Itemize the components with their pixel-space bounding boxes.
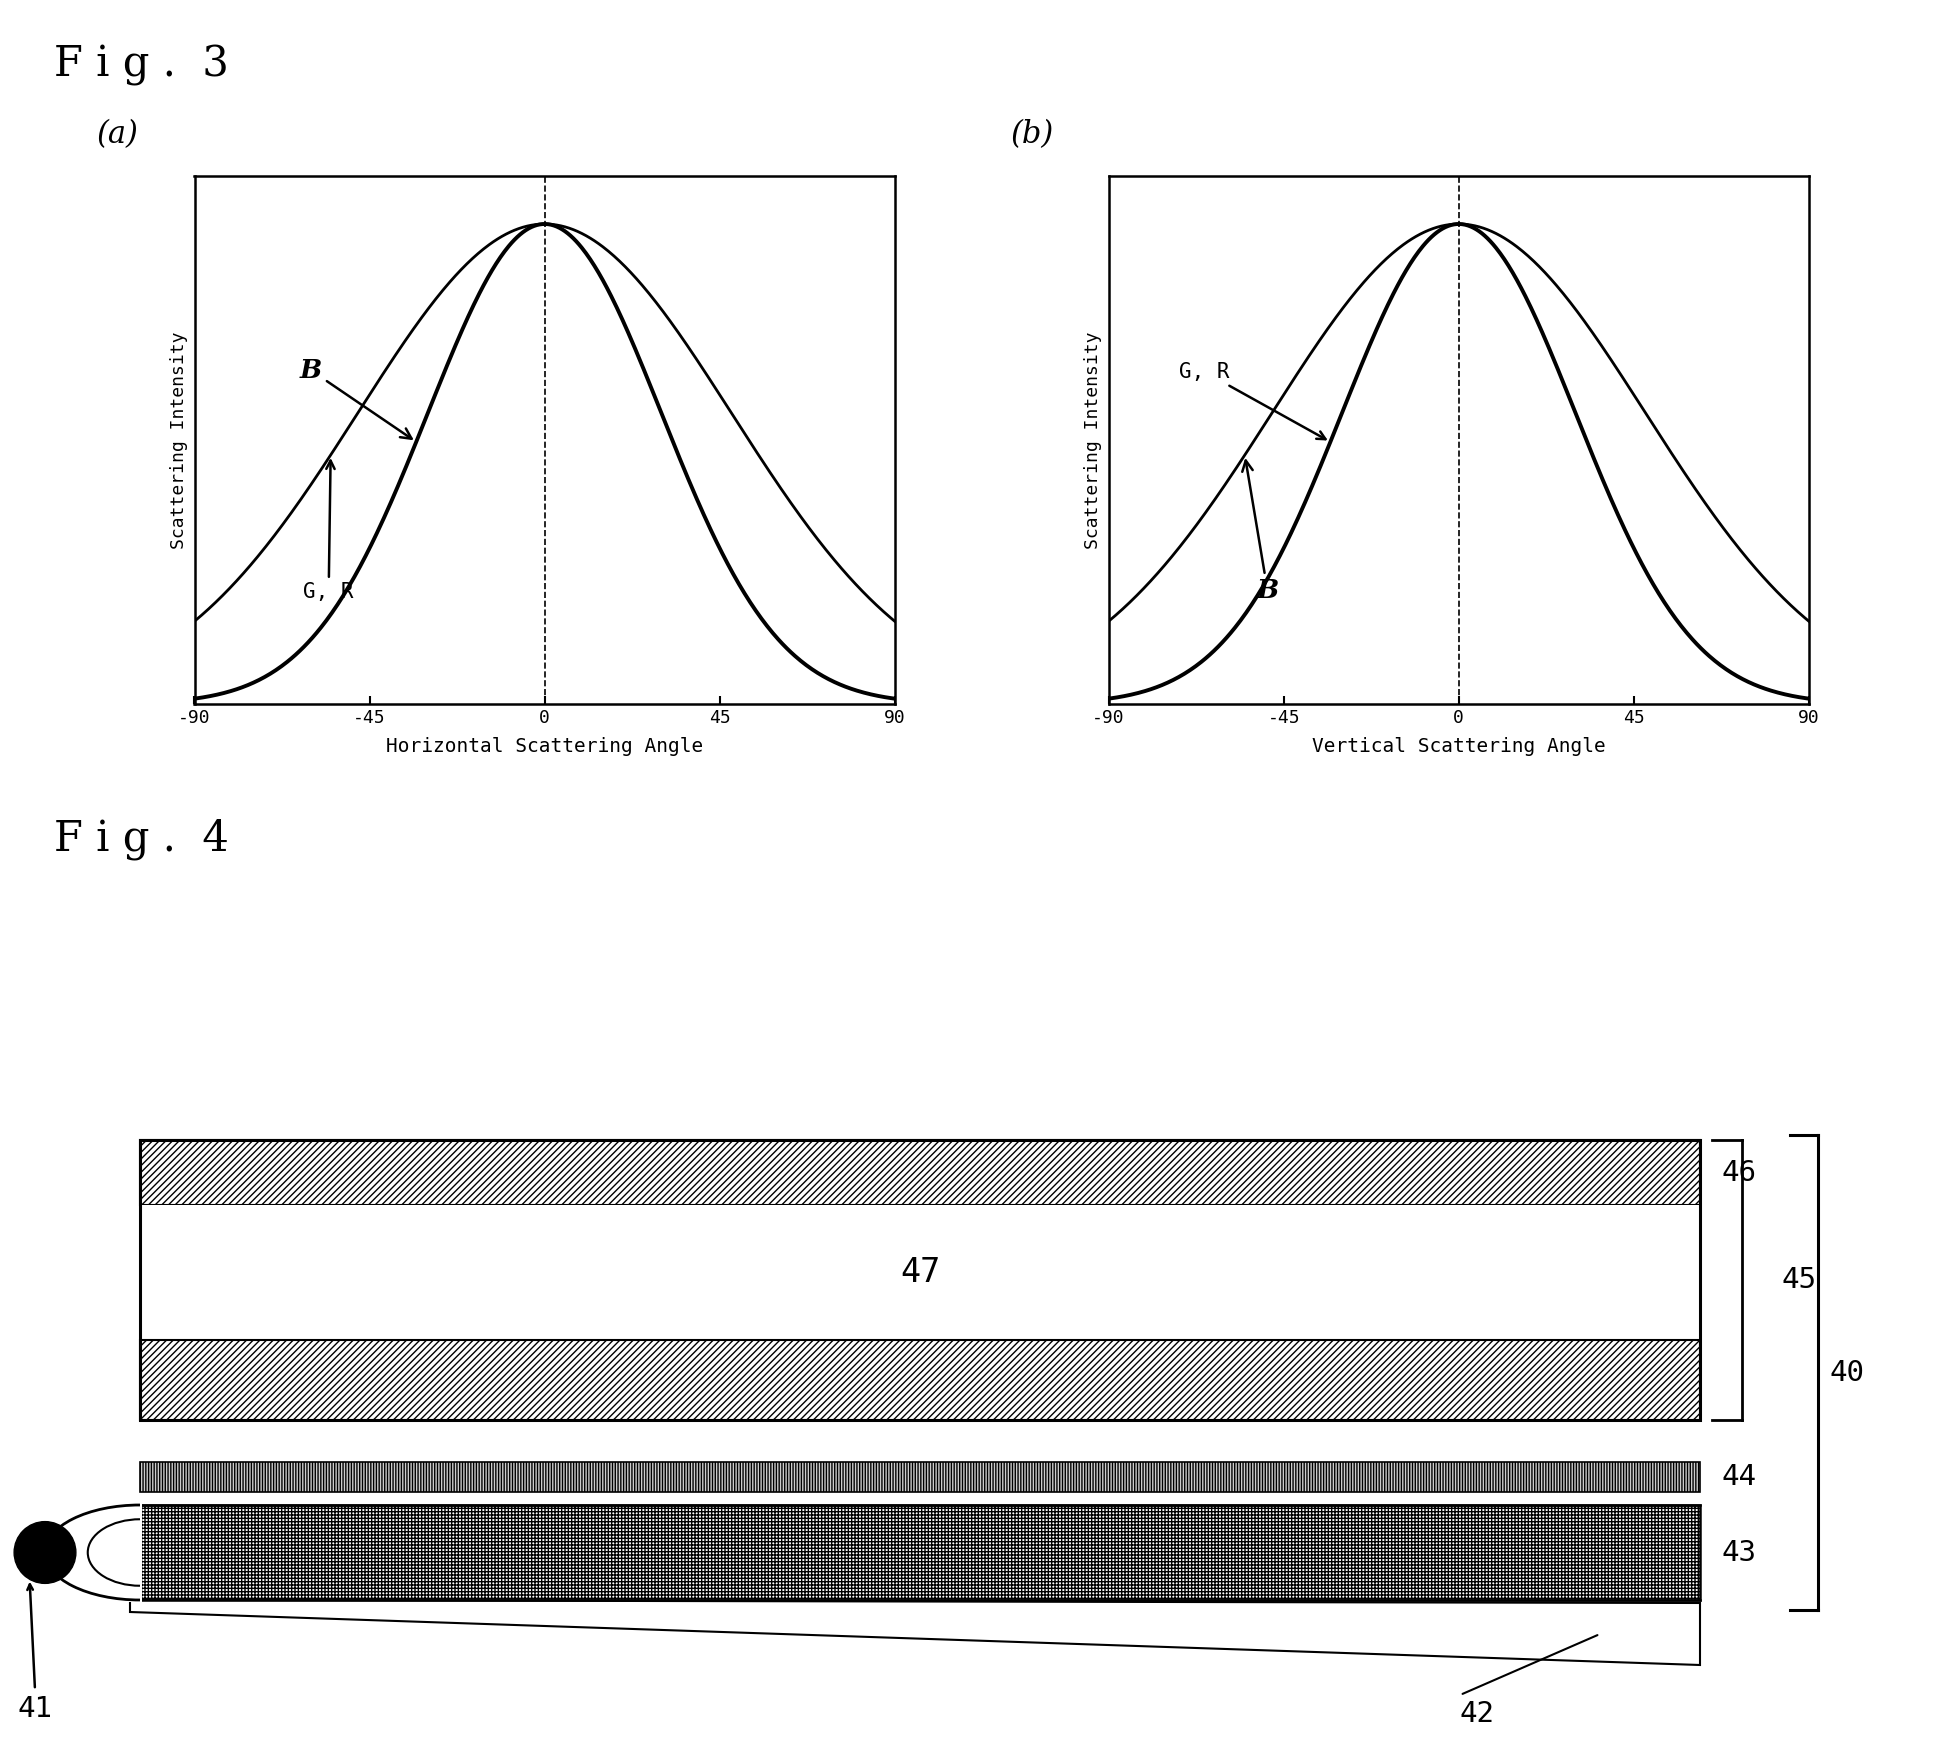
Text: F i g .  4: F i g . 4 [54, 818, 230, 861]
Text: 44: 44 [1721, 1463, 1756, 1491]
Text: 45: 45 [1782, 1265, 1817, 1294]
Text: G, R: G, R [1179, 361, 1325, 440]
X-axis label: Horizontal Scattering Angle: Horizontal Scattering Angle [385, 737, 704, 755]
Bar [140, 1206, 1700, 1339]
Text: 41: 41 [18, 1695, 53, 1723]
Bar [140, 1140, 1700, 1206]
Text: B: B [1243, 461, 1278, 604]
Y-axis label: Scattering Intensity: Scattering Intensity [169, 331, 187, 549]
Text: 42: 42 [1461, 1700, 1496, 1728]
Bar [140, 1505, 1700, 1600]
Text: 40: 40 [1830, 1359, 1865, 1387]
Polygon shape [130, 1600, 1700, 1665]
Text: (a): (a) [97, 118, 138, 150]
Circle shape [14, 1522, 76, 1584]
Text: (b): (b) [1011, 118, 1054, 150]
Bar [140, 1463, 1700, 1492]
Text: 46: 46 [1721, 1158, 1756, 1186]
Text: B: B [300, 357, 412, 438]
Text: G, R: G, R [303, 461, 354, 602]
Y-axis label: Scattering Intensity: Scattering Intensity [1083, 331, 1101, 549]
Text: F i g .  3: F i g . 3 [54, 44, 230, 86]
Bar [0, 1503, 142, 1602]
Text: 47: 47 [901, 1257, 939, 1288]
Bar [140, 1140, 1700, 1420]
Bar [140, 1339, 1700, 1420]
Text: 43: 43 [1721, 1538, 1756, 1566]
X-axis label: Vertical Scattering Angle: Vertical Scattering Angle [1311, 737, 1607, 755]
